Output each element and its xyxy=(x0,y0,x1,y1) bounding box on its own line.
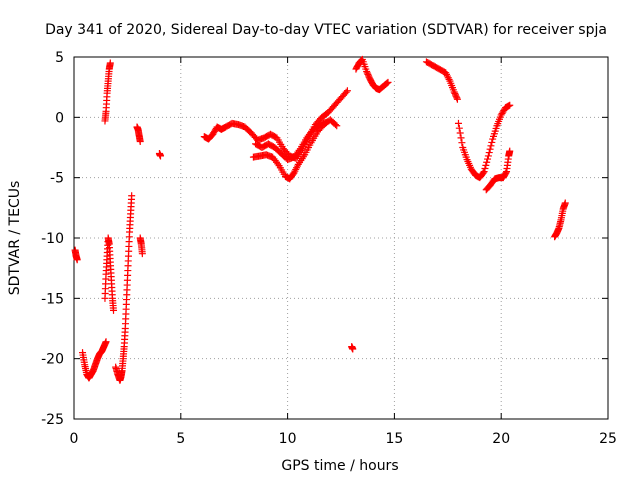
data-point xyxy=(458,139,466,147)
x-tick-label: 15 xyxy=(385,431,403,447)
data-point xyxy=(293,162,301,170)
data-point xyxy=(482,161,490,169)
chart-title: Day 341 of 2020, Sidereal Day-to-day VTE… xyxy=(45,22,607,38)
data-point xyxy=(453,94,461,102)
data-point xyxy=(292,165,300,173)
data-point xyxy=(106,59,114,67)
y-tick-label: -5 xyxy=(50,171,64,187)
data-point xyxy=(274,160,282,168)
x-axis-label: GPS time / hours xyxy=(281,458,398,474)
data-point xyxy=(333,122,341,130)
data-point xyxy=(349,345,357,353)
data-point xyxy=(561,199,569,207)
data-point xyxy=(484,155,492,163)
data-point xyxy=(102,338,110,346)
data-point xyxy=(293,164,301,172)
data-point xyxy=(157,152,165,160)
data-point xyxy=(488,138,496,146)
y-tick-label: 0 xyxy=(55,110,64,126)
x-tick-label: 20 xyxy=(492,431,510,447)
data-point xyxy=(295,146,303,154)
data-point xyxy=(110,306,118,314)
data-point xyxy=(291,167,299,175)
data-point xyxy=(73,256,81,264)
data-point xyxy=(455,124,463,132)
data-point xyxy=(136,137,144,145)
data-point xyxy=(443,70,451,78)
data-point xyxy=(444,74,452,82)
data-point xyxy=(342,88,350,96)
x-tick-label: 0 xyxy=(70,431,79,447)
axis-ticks xyxy=(73,56,609,420)
data-point xyxy=(486,145,494,153)
data-point xyxy=(487,142,495,150)
data-point xyxy=(480,168,488,176)
data-point xyxy=(484,152,492,160)
data-point xyxy=(454,119,462,127)
data-point xyxy=(384,78,392,86)
y-tick-label: 5 xyxy=(55,50,64,66)
data-point xyxy=(331,121,339,129)
data-point xyxy=(506,147,514,155)
data-point xyxy=(479,169,487,177)
data-point xyxy=(290,169,298,177)
data-point xyxy=(138,250,146,258)
y-tick-label: -20 xyxy=(41,352,64,368)
data-point xyxy=(485,149,493,157)
data-point xyxy=(382,80,390,88)
data-point xyxy=(383,79,391,87)
data-point xyxy=(483,158,491,166)
y-tick-label: -15 xyxy=(41,291,64,307)
data-point xyxy=(456,129,464,137)
data-point xyxy=(358,56,366,64)
data-point xyxy=(442,69,450,77)
x-tick-label: 10 xyxy=(279,431,297,447)
data-point xyxy=(457,134,465,142)
x-tick-label: 25 xyxy=(599,431,617,447)
data-points xyxy=(71,55,569,384)
data-point xyxy=(322,118,330,126)
x-tick-label: 5 xyxy=(176,431,185,447)
data-point xyxy=(453,95,461,103)
data-point xyxy=(343,87,351,95)
tick-labels: 0 5 10 15 20 25 -25 -20 -15 -10 -5 0 5 xyxy=(41,50,617,447)
data-point xyxy=(443,72,451,80)
data-point xyxy=(502,169,510,177)
y-axis-label: SDTVAR / TECUs xyxy=(7,181,23,296)
data-point xyxy=(128,192,136,200)
data-point xyxy=(506,101,514,109)
data-point xyxy=(481,164,489,172)
y-tick-label: -25 xyxy=(41,412,64,428)
y-tick-label: -10 xyxy=(41,231,64,247)
data-point xyxy=(445,75,453,83)
